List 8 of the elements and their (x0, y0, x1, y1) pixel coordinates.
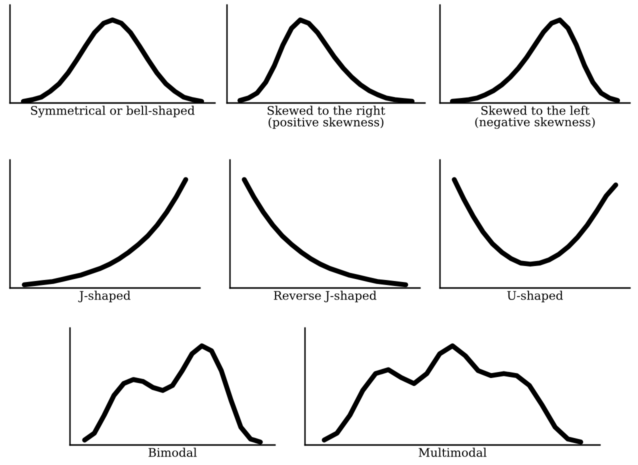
x-axis-title: J-shaped (78, 290, 130, 302)
x-axis-title: U-shaped (507, 290, 563, 302)
x-axis-title: Skewed to the left (negative skewness) (475, 106, 595, 129)
x-axis-title: Symmetrical or bell-shaped (31, 106, 195, 118)
x-axis-title: Skewed to the right (positive skewness) (268, 106, 386, 129)
x-axis-title: Bimodal (148, 448, 197, 457)
x-axis-title: Multimodal (418, 448, 486, 457)
x-axis-title: Reverse J-shaped (274, 290, 376, 302)
